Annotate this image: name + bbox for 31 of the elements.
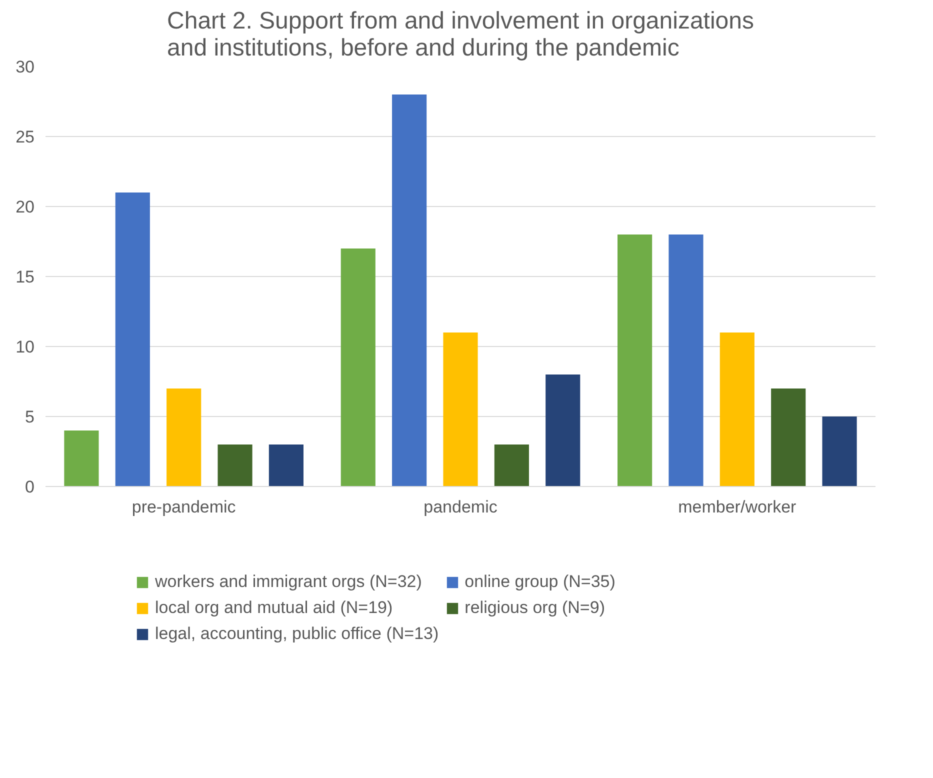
y-tick-label: 10 — [16, 338, 35, 356]
legend-label: workers and immigrant orgs (N=32) — [155, 572, 422, 592]
bar — [494, 444, 529, 486]
x-tick-label: pre-pandemic — [132, 498, 236, 516]
legend-label: online group (N=35) — [464, 572, 616, 592]
bar — [268, 444, 304, 486]
chart-title: Chart 2. Support from and involvement in organizations and institutions, before and during the pandemic — [167, 8, 754, 62]
y-tick-label: 20 — [16, 198, 35, 216]
x-tick-label: member/worker — [678, 498, 797, 516]
bar — [546, 374, 580, 486]
bar — [668, 234, 704, 486]
y-tick-label: 0 — [25, 478, 35, 496]
y-tick-label: 25 — [16, 128, 35, 146]
bar — [443, 332, 478, 486]
bar — [166, 388, 202, 486]
bar — [340, 248, 376, 486]
legend-label: religious org (N=9) — [464, 598, 605, 618]
bar — [720, 332, 754, 486]
bar — [392, 94, 427, 486]
bar — [115, 192, 150, 486]
bar — [64, 430, 99, 486]
y-tick-label: 5 — [25, 408, 35, 426]
x-tick-label: pandemic — [424, 498, 498, 516]
y-tick-label: 30 — [16, 58, 35, 76]
bar — [822, 416, 857, 486]
bar — [771, 388, 806, 486]
legend-label: legal, accounting, public office (N=13) — [155, 624, 439, 644]
bar — [218, 444, 252, 486]
bar — [618, 234, 652, 486]
y-tick-label: 15 — [16, 268, 35, 286]
legend-label: local org and mutual aid (N=19) — [155, 598, 393, 618]
